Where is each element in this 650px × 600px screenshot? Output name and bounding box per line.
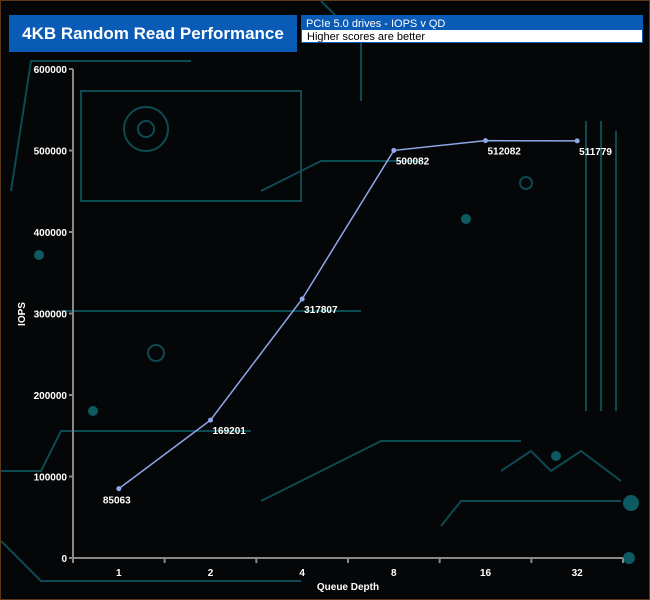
x-tick-label: 1 [116,568,122,579]
x-tick-label: 32 [572,568,584,579]
data-point [483,138,488,144]
data-point [391,147,397,153]
data-point [299,296,305,302]
x-tick-label: 2 [208,568,214,579]
data-label: 317807 [304,305,338,316]
marks: 85063 169201 317807 500082 512082 511779 [103,138,612,507]
circuit-dots [34,214,639,564]
y-tick-label: 500000 [34,147,68,158]
data-point [574,138,580,144]
series-line [118,139,578,490]
x-tick-label: 4 [299,568,305,579]
axes: 0 100000 200000 300000 400000 500000 600000 1 2 4… [34,65,624,579]
chart-subtitle: PCIe 5.0 drives - IOPS v QD [301,15,643,33]
data-point [208,417,213,423]
y-tick-label: 0 [61,554,67,565]
chart-note: Higher scores are better [301,29,643,43]
data-point [116,486,122,492]
y-tick-label: 600000 [34,65,68,76]
y-axis-label: IOPS [17,302,28,326]
data-label: 511779 [579,147,612,158]
y-tick-label: 200000 [34,391,68,402]
data-label: 512082 [488,147,522,158]
data-label: 500082 [396,156,430,167]
circuit-background [1,1,622,582]
x-axis-label: Queue Depth [317,582,379,593]
data-label: 169201 [213,426,247,437]
y-tick-label: 300000 [34,310,68,321]
x-tick-label: 8 [391,568,397,579]
x-tick-label: 16 [480,568,492,579]
chart-title: 4KB Random Read Performance [9,15,297,52]
data-label: 85063 [103,496,131,507]
y-tick-label: 400000 [34,228,68,239]
y-tick-label: 100000 [34,473,68,484]
